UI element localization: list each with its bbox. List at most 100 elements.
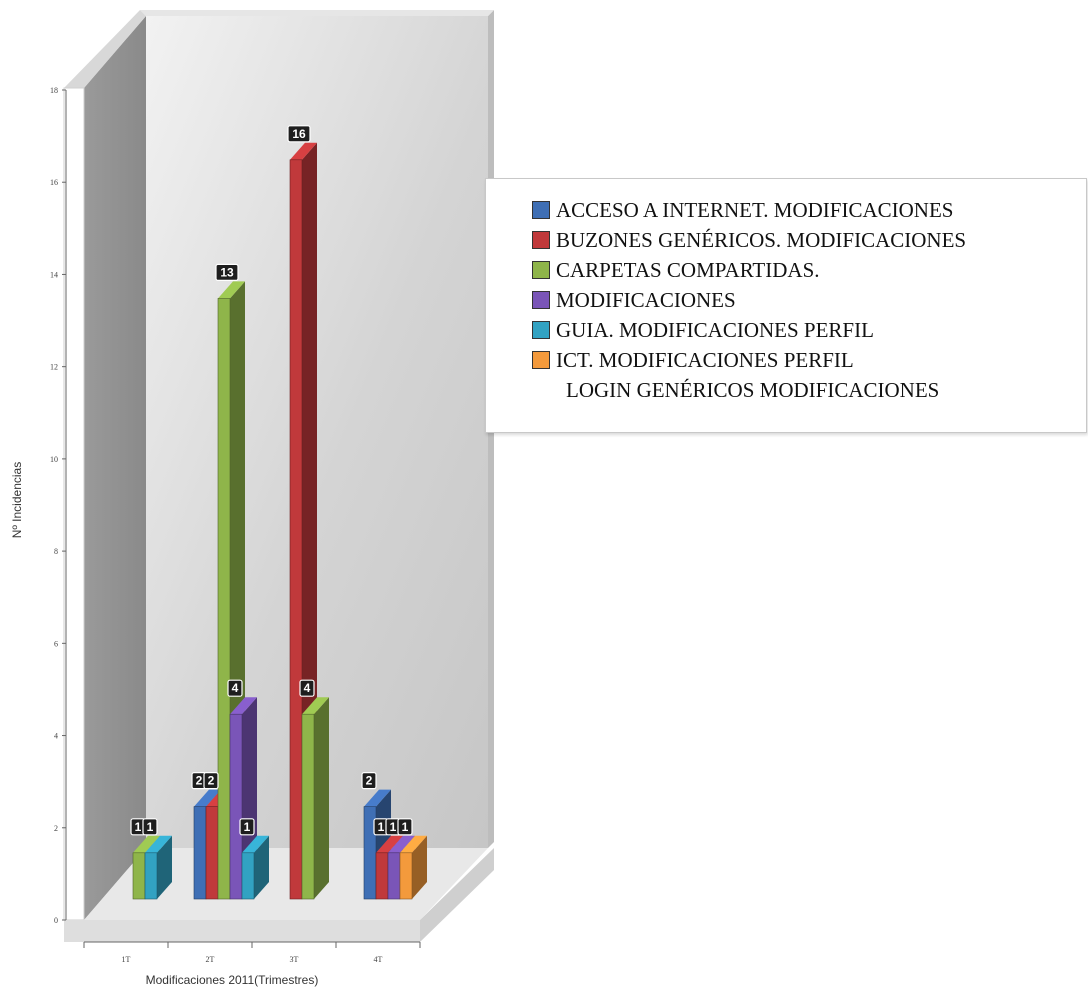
y-tick-label: 4 xyxy=(54,732,58,741)
data-label-text: 16 xyxy=(292,127,306,141)
bar-side xyxy=(314,697,329,899)
legend-swatch xyxy=(532,201,550,219)
legend-item: ACCESO A INTERNET. MODIFICACIONES xyxy=(532,197,953,223)
bar-front xyxy=(241,852,255,900)
y-tick-label: 6 xyxy=(54,639,58,648)
data-label-box xyxy=(227,679,243,697)
data-label-text: 1 xyxy=(147,820,154,834)
x-tick-label: 4T xyxy=(374,955,383,964)
bar-top xyxy=(230,697,257,715)
bar-front xyxy=(399,852,413,900)
data-label-box xyxy=(215,263,239,281)
legend-swatch xyxy=(532,291,550,309)
floor-front-edge xyxy=(64,920,420,942)
data-label-text: 2 xyxy=(208,774,215,788)
data-label-box xyxy=(287,125,311,143)
bar-side xyxy=(412,835,427,899)
bar-top xyxy=(242,835,269,853)
data-label: 2 xyxy=(361,771,377,790)
legend-item: ICT. MODIFICACIONES PERFIL xyxy=(532,347,854,373)
y-tick-label: 10 xyxy=(50,455,58,464)
bar-front xyxy=(132,852,146,900)
bar xyxy=(144,835,172,900)
data-label-box xyxy=(397,818,413,836)
bar-front xyxy=(289,159,303,900)
bar-top xyxy=(290,142,317,160)
bar-front xyxy=(217,298,231,900)
y-tick-label: 18 xyxy=(50,86,58,95)
data-label-text: 1 xyxy=(390,820,397,834)
bar-top xyxy=(194,789,221,807)
data-label-text: 4 xyxy=(232,681,239,695)
data-label-text: 1 xyxy=(135,820,142,834)
bar-front xyxy=(144,852,158,900)
legend-item: MODIFICACIONES xyxy=(532,287,736,313)
bar-top xyxy=(133,835,160,853)
side-wall-top-edge xyxy=(64,10,146,88)
y-tick-label: 0 xyxy=(54,916,58,925)
y-tick-label: 2 xyxy=(54,824,58,833)
bar-front xyxy=(301,713,315,900)
data-label-text: 1 xyxy=(244,820,251,834)
data-label-text: 1 xyxy=(402,820,409,834)
legend-swatch xyxy=(532,321,550,339)
bar xyxy=(399,835,427,900)
y-tick-label: 12 xyxy=(50,363,58,372)
legend-label: MODIFICACIONES xyxy=(556,287,736,312)
bar-top xyxy=(376,835,403,853)
data-label-box xyxy=(299,679,315,697)
legend-label: GUIA. MODIFICACIONES PERFIL xyxy=(556,317,874,342)
data-label-text: 2 xyxy=(366,774,373,788)
bar-top xyxy=(302,697,329,715)
data-label-text: 2 xyxy=(196,774,203,788)
data-label: 1 xyxy=(397,818,413,836)
data-label-box xyxy=(142,818,158,836)
legend-swatch xyxy=(532,261,550,279)
legend-item: BUZONES GENÉRICOS. MODIFICACIONES xyxy=(532,227,966,253)
side-wall-front-edge xyxy=(63,87,85,921)
y-tick-label: 14 xyxy=(50,270,58,279)
data-label: 4 xyxy=(299,679,315,697)
x-axis: 1T 2T 3T 4T xyxy=(83,941,421,964)
back-wall-top-edge xyxy=(140,10,494,16)
data-label: 1 xyxy=(239,818,255,836)
bar-front xyxy=(387,852,401,900)
bar-side xyxy=(157,835,172,899)
legend: ACCESO A INTERNET. MODIFICACIONES BUZONE… xyxy=(485,178,1087,433)
bar-top xyxy=(388,835,415,853)
data-label: 16 xyxy=(287,125,311,143)
x-tick-label: 2T xyxy=(206,955,215,964)
bar-front xyxy=(229,713,243,900)
data-label-box xyxy=(361,771,377,790)
bar-front xyxy=(375,852,389,900)
y-tick-label: 8 xyxy=(54,547,58,556)
legend-label: CARPETAS COMPARTIDAS. xyxy=(556,257,820,282)
y-axis-title: Nº Incidencias xyxy=(10,462,24,538)
data-label: 4 xyxy=(227,679,243,697)
bar-front xyxy=(205,806,219,900)
bar-front xyxy=(193,806,207,900)
bar-top xyxy=(218,281,245,299)
legend-label: BUZONES GENÉRICOS. MODIFICACIONES xyxy=(556,227,967,252)
legend-item: GUIA. MODIFICACIONES PERFIL xyxy=(532,317,874,343)
bar-top xyxy=(364,789,391,807)
bar xyxy=(301,697,329,900)
legend-label-continued: LOGIN GENÉRICOS MODIFICACIONES xyxy=(566,378,940,402)
data-label: 1 xyxy=(142,818,158,836)
bar-top xyxy=(145,835,172,853)
y-tick-label: 16 xyxy=(50,178,58,187)
legend-swatch xyxy=(532,351,550,369)
data-label: 2 xyxy=(203,771,219,790)
data-label: 2 xyxy=(191,771,207,790)
legend-label: ACCESO A INTERNET. MODIFICACIONES xyxy=(556,197,954,222)
y-axis: 0 2 4 6 8 10 12 14 16 18 xyxy=(50,86,67,925)
data-label-text: 13 xyxy=(220,265,234,279)
bar-side xyxy=(254,835,269,899)
data-label-box xyxy=(239,818,255,836)
legend-label: ICT. MODIFICACIONES PERFIL xyxy=(556,347,854,372)
side-wall xyxy=(84,16,146,920)
x-tick-label: 3T xyxy=(290,955,299,964)
legend-swatch xyxy=(532,231,550,249)
legend-item: CARPETAS COMPARTIDAS. xyxy=(532,257,820,283)
